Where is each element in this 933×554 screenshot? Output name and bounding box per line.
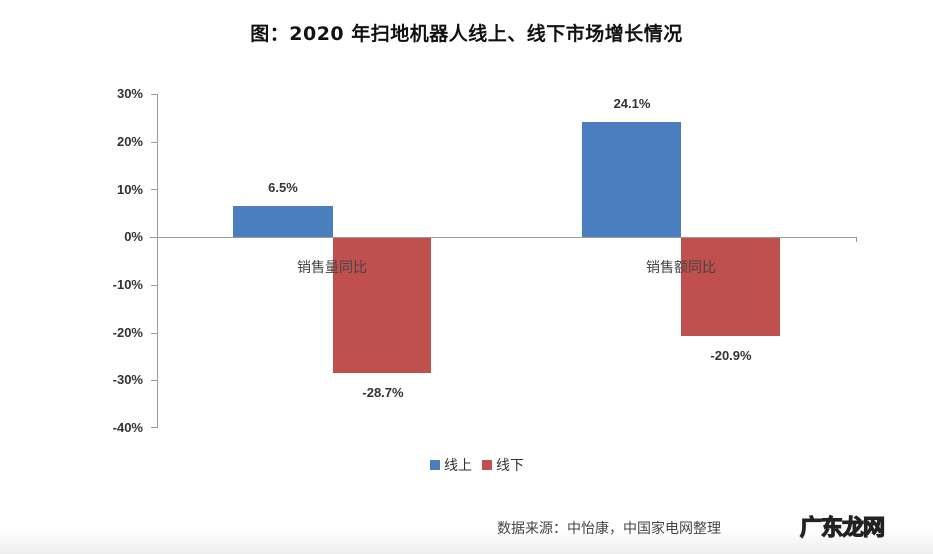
legend-swatch-offline xyxy=(482,460,492,470)
legend-item-online: 线上 xyxy=(430,455,472,475)
y-tick-label: 20% xyxy=(116,134,143,149)
y-tick-mark xyxy=(151,189,157,190)
y-tick-label: 30% xyxy=(116,86,143,101)
x-axis-end-tick xyxy=(856,237,857,242)
data-label-offline-volume: -28.7% xyxy=(362,385,404,400)
y-tick-mark xyxy=(151,333,157,334)
chart-title: 图：2020 年扫地机器人线上、线下市场增长情况 xyxy=(250,23,683,45)
y-tick-label: -10% xyxy=(112,277,143,292)
legend-item-offline: 线下 xyxy=(482,455,524,475)
y-tick-label: -20% xyxy=(112,325,143,340)
y-axis-line xyxy=(157,94,158,428)
data-label-offline-amount: -20.9% xyxy=(710,348,752,363)
y-tick-label: 10% xyxy=(116,182,143,197)
data-label-online-volume: 6.5% xyxy=(268,180,298,195)
y-tick-label: -40% xyxy=(112,420,143,435)
bar-offline-sales-amount xyxy=(681,238,780,336)
bottom-fade xyxy=(0,530,933,554)
bar-online-sales-amount xyxy=(582,122,681,237)
y-tick-mark xyxy=(151,427,157,428)
bar-offline-sales-volume xyxy=(333,238,431,373)
y-tick-mark xyxy=(151,94,157,95)
source-note: 数据来源：中怡康，中国家电网整理 xyxy=(497,521,721,537)
category-label: 销售量同比 xyxy=(297,260,367,276)
watermark: 广东龙网 xyxy=(799,515,885,541)
legend-label-online: 线上 xyxy=(444,458,472,474)
category-label: 销售额同比 xyxy=(646,260,716,276)
legend-label-offline: 线下 xyxy=(496,458,524,474)
legend-swatch-online xyxy=(430,460,440,470)
y-tick-mark xyxy=(151,380,157,381)
y-tick-label: -30% xyxy=(112,372,143,387)
y-tick-mark xyxy=(151,285,157,286)
y-tick-label: 0% xyxy=(124,229,143,244)
y-tick-mark xyxy=(151,142,157,143)
data-label-online-amount: 24.1% xyxy=(613,96,651,111)
x-axis-zero-line xyxy=(150,237,857,238)
bar-online-sales-volume xyxy=(233,206,333,237)
legend: 线上 线下 xyxy=(430,455,534,475)
